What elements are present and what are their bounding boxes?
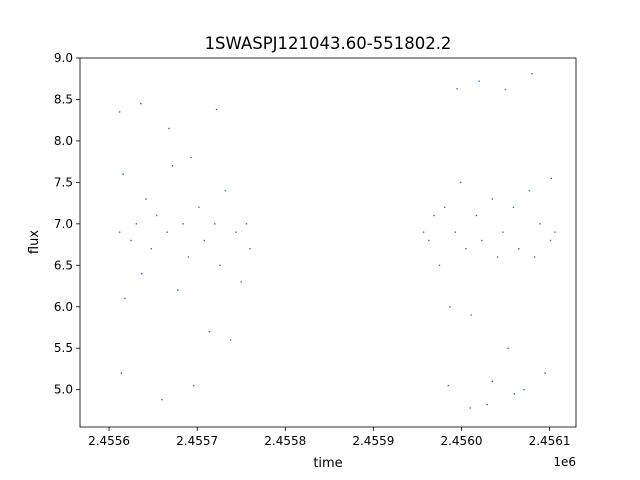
y-tick-label: 5.0 xyxy=(54,383,73,397)
x-axis-offset-label: 1e6 xyxy=(553,455,576,469)
data-point xyxy=(443,206,446,209)
data-point xyxy=(433,214,435,217)
data-point xyxy=(124,297,126,300)
data-point xyxy=(139,102,142,105)
chart-title: 1SWASPJ121043.60-551802.2 xyxy=(205,34,452,53)
data-point xyxy=(187,256,190,258)
y-tick-label: 6.0 xyxy=(54,300,73,314)
x-axis-label: time xyxy=(313,456,342,471)
data-point xyxy=(447,384,450,387)
data-point xyxy=(208,330,211,333)
data-point xyxy=(513,393,516,395)
x-tick-label: 2.4559 xyxy=(352,434,394,448)
x-tick-label: 2.4557 xyxy=(176,434,218,448)
y-tick-label: 7.5 xyxy=(54,175,73,189)
y-tick-label: 7.0 xyxy=(54,217,73,231)
x-tick-label: 2.4560 xyxy=(440,434,482,448)
data-point xyxy=(502,231,504,233)
data-point xyxy=(428,239,430,242)
data-point xyxy=(459,181,462,184)
data-point xyxy=(475,214,478,217)
data-point xyxy=(528,189,531,192)
data-points xyxy=(118,72,556,409)
data-point xyxy=(496,256,499,258)
data-point xyxy=(249,247,251,250)
data-point xyxy=(478,80,480,83)
data-point xyxy=(150,247,153,250)
data-point xyxy=(245,223,248,225)
data-point xyxy=(176,289,179,291)
data-point xyxy=(168,127,170,130)
data-point xyxy=(240,281,243,283)
data-point xyxy=(449,305,451,308)
data-point xyxy=(118,111,121,113)
y-axis-label: flux xyxy=(27,230,42,254)
x-tick-label: 2.4558 xyxy=(264,434,306,448)
data-point xyxy=(219,264,221,267)
data-point xyxy=(203,239,206,242)
data-point xyxy=(533,256,536,258)
data-point xyxy=(469,407,472,409)
x-tick-label: 2.4556 xyxy=(88,434,130,448)
data-point xyxy=(120,372,123,374)
data-point xyxy=(507,347,509,350)
data-point xyxy=(130,239,132,242)
data-point xyxy=(122,173,124,175)
data-point xyxy=(454,231,457,233)
data-point xyxy=(512,206,515,209)
y-tick-label: 6.5 xyxy=(54,258,73,272)
data-point xyxy=(224,189,227,192)
data-point xyxy=(198,206,200,209)
data-point xyxy=(517,247,520,250)
data-point xyxy=(235,231,237,233)
y-axis: 5.0 5.5 6.0 6.5 7.0 7.5 8.0 8.5 9.0 xyxy=(54,51,80,397)
data-point xyxy=(140,272,143,275)
x-tick-label: 2.4561 xyxy=(529,434,571,448)
data-point xyxy=(145,198,147,200)
data-point xyxy=(504,88,507,91)
data-point xyxy=(554,231,556,233)
data-point xyxy=(491,380,494,383)
data-point xyxy=(523,388,525,391)
data-point xyxy=(182,223,184,225)
data-point xyxy=(539,223,541,225)
data-point xyxy=(491,198,494,200)
data-point xyxy=(118,231,121,233)
data-point xyxy=(438,264,441,267)
data-point xyxy=(422,231,425,233)
data-point xyxy=(171,165,174,167)
data-point xyxy=(470,314,472,316)
data-point xyxy=(550,177,553,180)
data-point xyxy=(213,223,216,225)
data-point xyxy=(486,403,488,406)
data-point xyxy=(549,239,552,242)
plot-area-frame xyxy=(79,57,577,428)
y-tick-label: 5.5 xyxy=(54,341,73,355)
y-tick-label: 8.5 xyxy=(54,92,73,106)
y-tick-label: 8.0 xyxy=(54,134,73,148)
data-point xyxy=(229,339,232,341)
data-point xyxy=(465,247,467,250)
data-point xyxy=(480,239,483,242)
data-point xyxy=(155,214,158,217)
x-axis: 2.4556 2.4557 2.4558 2.4559 2.4560 2.4561 xyxy=(88,427,571,448)
data-point xyxy=(456,87,458,90)
data-point xyxy=(135,223,138,225)
data-point xyxy=(192,384,195,387)
data-point xyxy=(531,72,533,75)
data-point xyxy=(215,108,218,111)
data-point xyxy=(544,372,546,374)
data-point xyxy=(166,231,169,233)
data-point xyxy=(190,156,192,159)
y-tick-label: 9.0 xyxy=(54,51,73,65)
data-point xyxy=(161,398,163,401)
